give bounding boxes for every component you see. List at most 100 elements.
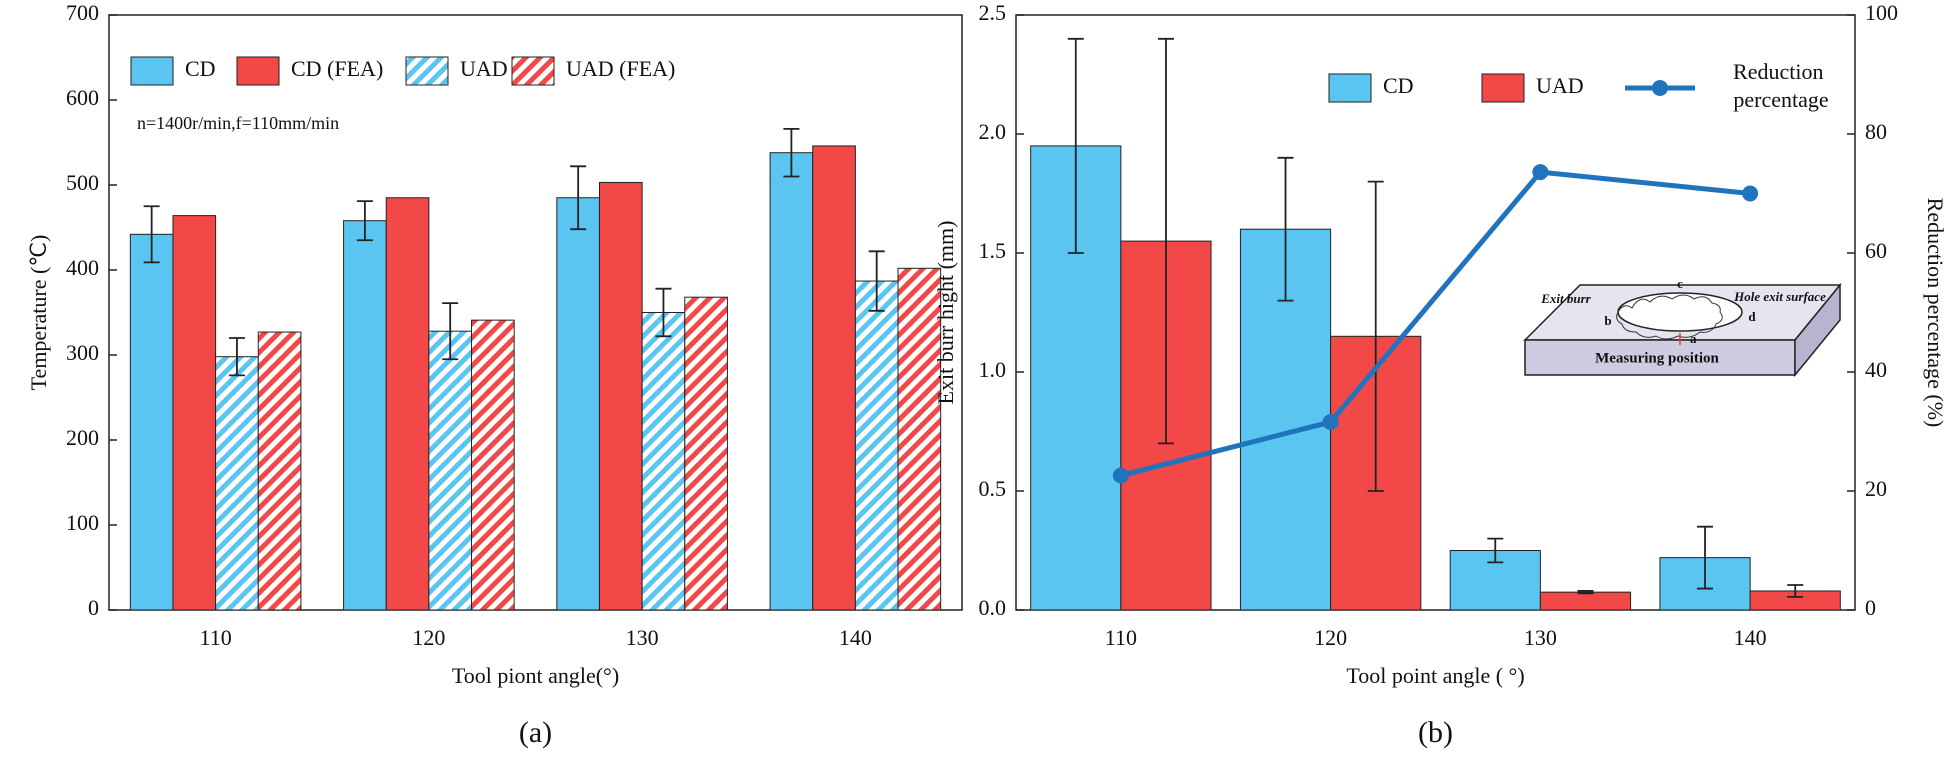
bar <box>215 356 259 611</box>
y-tick-label: 1.0 <box>979 357 1007 382</box>
legend-marker <box>1652 80 1668 96</box>
bar <box>385 197 430 611</box>
caption: (a) <box>519 716 552 749</box>
legend-swatch <box>1481 73 1525 103</box>
bar <box>684 296 728 611</box>
x-tick-label: 110 <box>1105 625 1137 650</box>
bar <box>812 145 856 611</box>
y-tick-label: 400 <box>66 255 99 280</box>
inset-hole <box>1617 292 1743 332</box>
inset-label: Hole exit surface <box>1733 289 1826 304</box>
y2-tick-label: 0 <box>1865 595 1876 620</box>
x-tick-label: 110 <box>200 625 232 650</box>
bar <box>471 319 515 611</box>
error-bar <box>570 165 587 231</box>
y-tick-label: 2.0 <box>979 119 1007 144</box>
y2-tick-label: 80 <box>1865 119 1887 144</box>
bar <box>343 220 387 611</box>
inset-label: b <box>1604 313 1611 328</box>
inset-label: Exit burr <box>1540 291 1591 306</box>
bar <box>897 267 942 611</box>
x-tick-label: 130 <box>1524 625 1557 650</box>
y-tick-label: 100 <box>66 510 99 535</box>
error-bar <box>655 287 672 338</box>
error-bar <box>356 200 373 242</box>
y-tick-label: 0.5 <box>979 476 1007 501</box>
y-axis-title: Exit burr hight (mm) <box>933 221 958 405</box>
bar <box>854 280 899 611</box>
error-bar <box>1367 180 1384 492</box>
error-bar <box>1697 525 1714 590</box>
error-bar <box>1067 37 1084 254</box>
legend-swatch <box>1328 73 1372 103</box>
legend-label: UAD <box>460 56 508 81</box>
legend-label: CD <box>185 56 216 81</box>
y-tick-label: 200 <box>66 425 99 450</box>
point <box>1322 413 1339 430</box>
inset-label: d <box>1748 309 1756 324</box>
y-tick-label: 1.5 <box>979 238 1007 263</box>
legend-label: Reduction percentage <box>1733 59 1829 112</box>
x-tick-label: 140 <box>839 625 872 650</box>
inset-burr <box>1616 294 1723 340</box>
y-tick-label: 600 <box>66 85 99 110</box>
error-bar <box>1787 584 1804 598</box>
x-tick-label: 140 <box>1734 625 1767 650</box>
point <box>1532 164 1549 181</box>
y2-tick-label: 60 <box>1865 238 1887 263</box>
y-axis-title: Temperature (℃) <box>26 235 51 391</box>
inset-label: a <box>1690 331 1697 346</box>
y-tick-label: 500 <box>66 170 99 195</box>
error-bar <box>1277 156 1294 302</box>
y-tick-label: 700 <box>66 0 99 25</box>
error-bar <box>1487 537 1504 564</box>
line <box>1120 169 1751 478</box>
x-tick-label: 130 <box>626 625 659 650</box>
inset-label: c <box>1677 276 1683 291</box>
legend-label-line: Reduction <box>1733 59 1829 84</box>
bar <box>129 233 174 611</box>
legend-label: UAD (FEA) <box>566 56 675 81</box>
legend-label: CD (FEA) <box>291 56 383 81</box>
bar <box>598 181 643 611</box>
annotation: n=1400r/min,f=110mm/min <box>137 113 339 133</box>
legend-swatch <box>511 56 555 86</box>
x-tick-label: 120 <box>412 625 445 650</box>
bar <box>172 215 217 611</box>
bar <box>769 152 814 611</box>
legend-label-line: percentage <box>1733 87 1828 112</box>
y-tick-label: 300 <box>66 340 99 365</box>
point <box>1112 467 1129 484</box>
plot-frame <box>108 14 963 611</box>
bar <box>1539 591 1632 611</box>
inset-label: Measuring position <box>1595 350 1719 366</box>
error-bar <box>1577 590 1594 595</box>
error-bar <box>1157 37 1174 445</box>
x-tick-label: 120 <box>1314 625 1347 650</box>
y2-axis-title: Reduction percentage (%) <box>1923 198 1948 428</box>
y-tick-label: 0 <box>88 595 99 620</box>
error-bar <box>442 302 459 361</box>
legend-label: CD <box>1383 73 1414 98</box>
bar <box>556 197 600 611</box>
bar <box>257 331 302 611</box>
error-bar <box>143 205 160 264</box>
point <box>1742 185 1759 202</box>
bar <box>641 312 686 611</box>
y-tick-label: 2.5 <box>979 0 1007 25</box>
legend-swatch <box>405 56 449 86</box>
y2-tick-label: 20 <box>1865 476 1887 501</box>
plot-frame <box>1015 14 1856 611</box>
error-bar <box>228 337 245 377</box>
x-axis-title: Tool piont angle(°) <box>452 663 619 688</box>
legend-swatch <box>236 56 280 86</box>
bar <box>428 330 473 611</box>
legend-swatch <box>130 56 174 86</box>
legend-label: UAD <box>1536 73 1584 98</box>
inset-side <box>1794 282 1841 378</box>
x-axis-title: Tool point angle ( °) <box>1346 663 1524 688</box>
y2-tick-label: 100 <box>1865 0 1898 25</box>
y-tick-label: 0.0 <box>979 595 1007 620</box>
error-bar <box>783 128 800 178</box>
